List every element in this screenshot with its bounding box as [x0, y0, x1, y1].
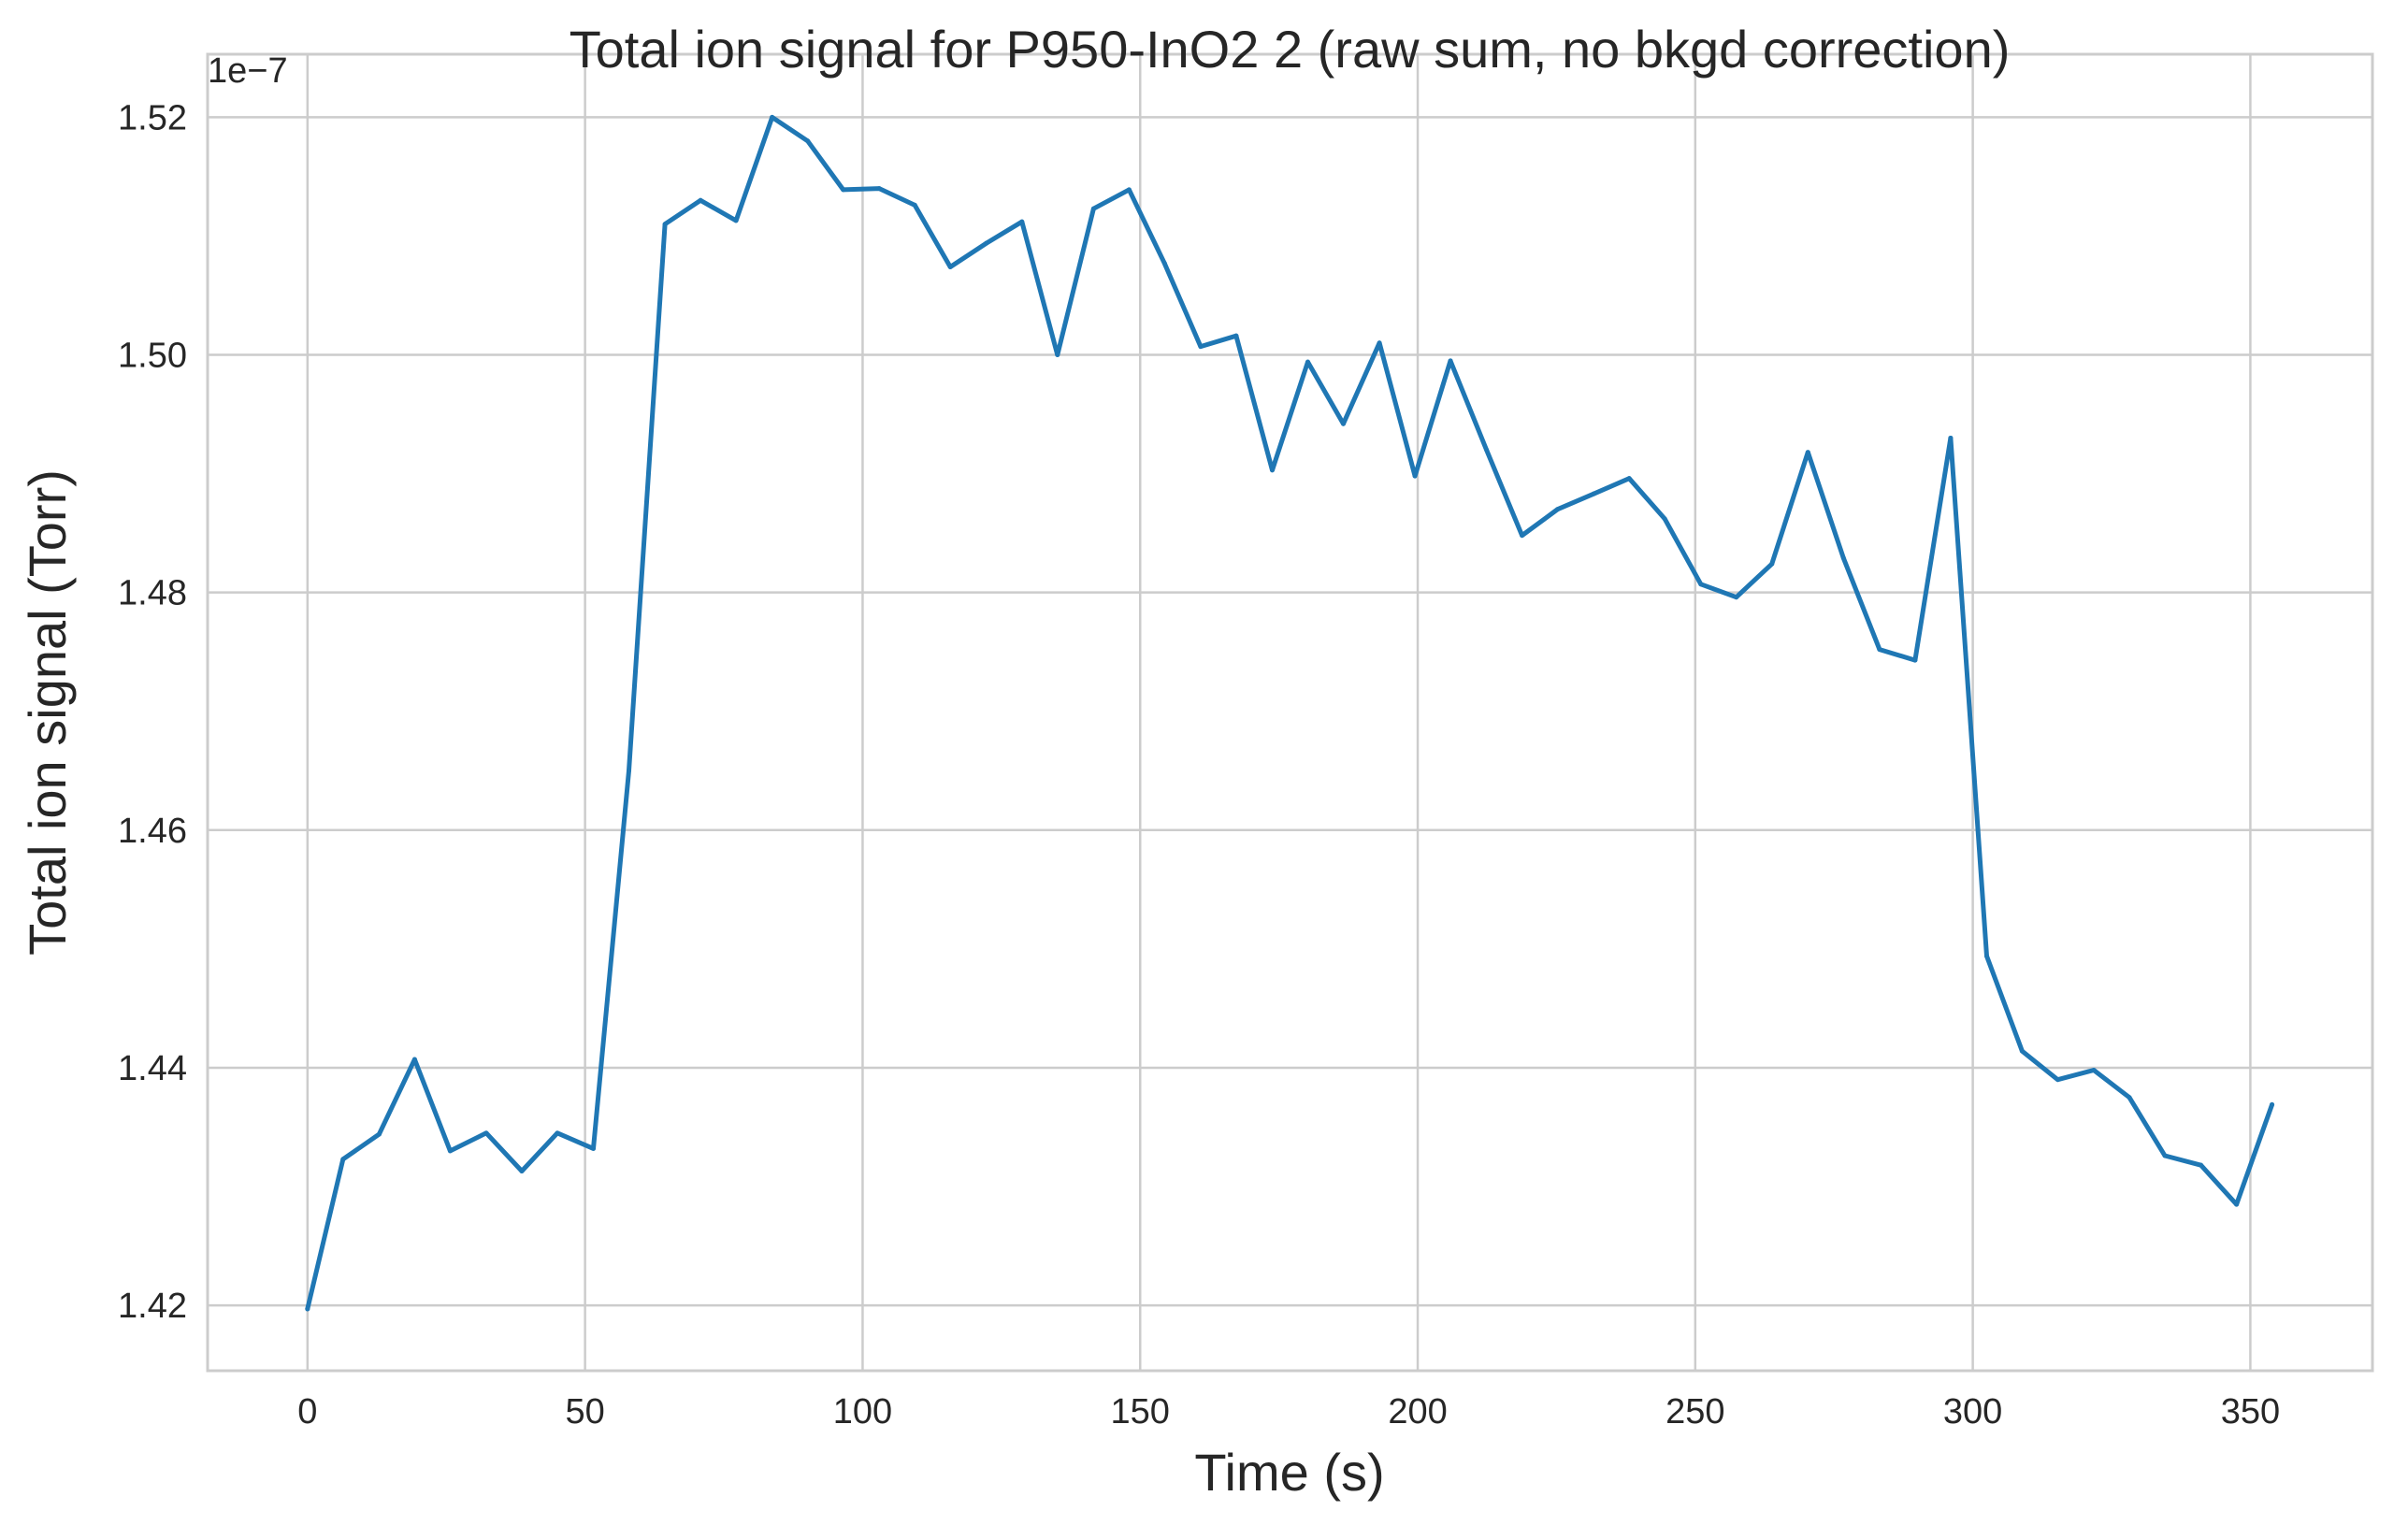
y-axis-label: Total ion signal (Torr) — [18, 469, 77, 956]
x-axis-label: Time (s) — [1194, 1443, 1384, 1502]
data-point — [912, 202, 917, 208]
data-point — [2199, 1162, 2204, 1168]
data-point — [483, 1130, 489, 1136]
data-point — [2019, 1048, 2025, 1054]
data-point — [1019, 219, 1025, 224]
data-point — [947, 264, 953, 269]
x-tick-labels: 0 50 100 150 200 250 300 350 — [297, 1392, 2280, 1431]
data-point — [1698, 582, 1704, 587]
grid-lines — [208, 54, 2372, 1371]
data-point — [519, 1169, 525, 1174]
data-point — [805, 138, 811, 144]
data-point — [1840, 555, 1846, 561]
data-point — [1983, 954, 1989, 959]
data-point — [2234, 1201, 2240, 1207]
data-point — [1126, 187, 1132, 193]
y-tick-label: 1.44 — [118, 1049, 187, 1088]
y-tick-label: 1.50 — [118, 337, 187, 376]
data-point — [1233, 333, 1239, 338]
series-line-layer — [305, 114, 2275, 1312]
data-point — [1520, 533, 1525, 539]
data-point — [1055, 352, 1060, 358]
data-point — [1591, 491, 1596, 496]
y-tick-label: 1.52 — [118, 98, 187, 137]
y-axis-offset-label: 1e−7 — [208, 51, 288, 91]
y-tick-label: 1.42 — [118, 1287, 187, 1326]
data-point — [2162, 1153, 2168, 1158]
chart-title: Total ion signal for P950-InO2 2 (raw su… — [570, 20, 2011, 79]
data-point — [1769, 561, 1775, 567]
data-point — [340, 1157, 346, 1162]
data-point — [555, 1130, 560, 1136]
data-point — [305, 1306, 310, 1312]
plot-frame — [206, 52, 2374, 1373]
data-point — [1555, 507, 1561, 512]
data-point — [1448, 358, 1453, 364]
y-tick-labels: 1.42 1.44 1.46 1.48 1.50 1.52 — [118, 98, 187, 1326]
data-point — [1877, 647, 1882, 653]
data-point — [770, 114, 775, 120]
data-point — [1161, 261, 1167, 266]
x-tick-label: 150 — [1111, 1392, 1170, 1431]
data-point — [1198, 344, 1204, 350]
data-point — [1377, 340, 1382, 346]
data-point — [591, 1145, 597, 1151]
data-point — [1340, 421, 1346, 426]
data-point — [411, 1057, 417, 1062]
x-tick-label: 50 — [566, 1392, 605, 1431]
data-point — [2270, 1101, 2275, 1107]
data-point — [1912, 657, 1918, 663]
x-tick-label: 200 — [1388, 1392, 1447, 1431]
data-point — [1090, 206, 1096, 211]
data-point — [1734, 595, 1739, 600]
data-point — [2127, 1095, 2132, 1101]
x-tick-label: 350 — [2221, 1392, 2280, 1431]
data-point — [733, 218, 739, 223]
data-point — [1305, 359, 1310, 365]
data-point — [1626, 476, 1632, 482]
data-point — [662, 222, 668, 227]
y-tick-label: 1.46 — [118, 812, 187, 851]
data-point — [876, 186, 882, 192]
data-point — [1948, 435, 1954, 440]
data-point — [2091, 1067, 2097, 1072]
data-point — [1662, 516, 1667, 522]
data-point — [1412, 473, 1418, 479]
y-tick-label: 1.48 — [118, 574, 187, 613]
data-point — [698, 197, 703, 203]
series-line — [305, 114, 2275, 1312]
data-point — [1805, 450, 1810, 455]
data-point — [1270, 468, 1276, 473]
data-point — [376, 1131, 382, 1137]
x-tick-label: 100 — [833, 1392, 892, 1431]
data-point — [984, 240, 989, 246]
x-tick-label: 250 — [1665, 1392, 1724, 1431]
x-tick-label: 300 — [1943, 1392, 2002, 1431]
data-point — [447, 1148, 453, 1154]
data-point — [841, 187, 846, 193]
x-tick-label: 0 — [297, 1392, 317, 1431]
data-point — [627, 768, 632, 773]
data-point — [1484, 447, 1490, 453]
data-point — [2055, 1077, 2060, 1083]
